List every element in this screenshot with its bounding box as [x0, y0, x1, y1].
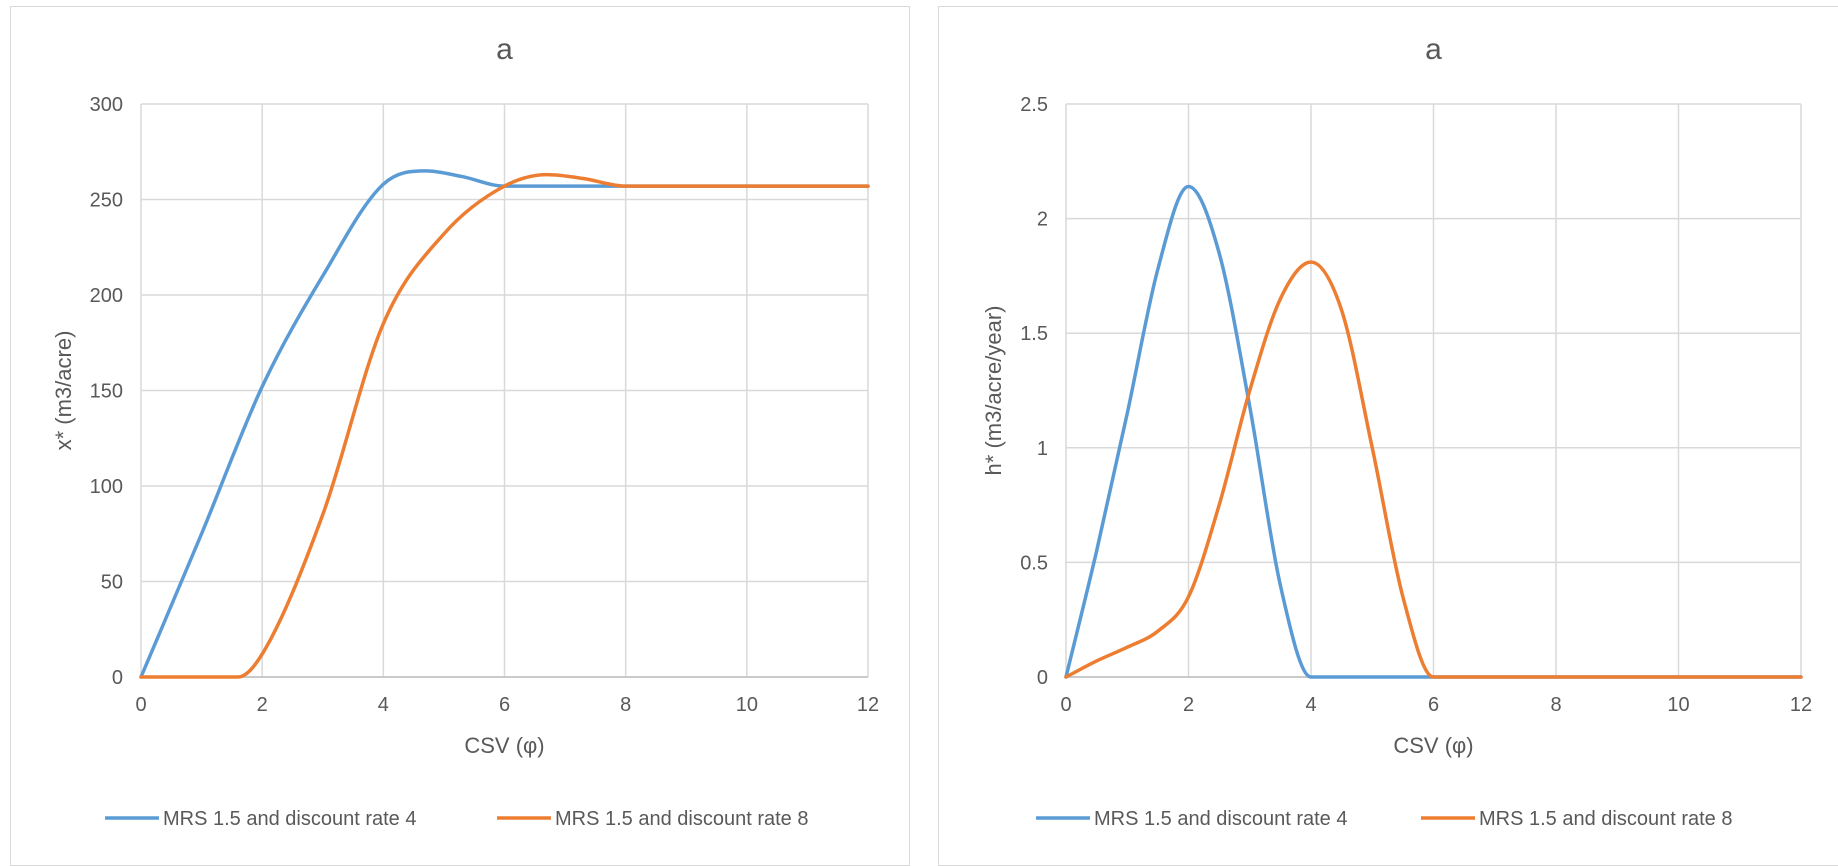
chart-title: a [1425, 33, 1442, 66]
y-tick-label: 150 [90, 381, 123, 403]
chart-left: a 0 50 100 150 200 250 300 0 2 4 6 8 10 12 CSV (φ) x* (m… [51, 33, 879, 830]
y-tick-label: 100 [90, 476, 123, 498]
x-tick-label: 6 [499, 694, 510, 716]
y-tick-label: 2 [1037, 209, 1048, 231]
y-tick-label: 0 [112, 667, 123, 689]
y-tick-label: 0 [1037, 667, 1048, 689]
y-tick-label: 0.5 [1020, 552, 1048, 574]
x-tick-label: 12 [1790, 694, 1812, 716]
x-tick-label: 10 [736, 694, 758, 716]
x-tick-label: 10 [1667, 694, 1689, 716]
y-tick-label: 250 [90, 190, 123, 212]
y-tick-label: 1 [1037, 438, 1048, 460]
chart-title: a [496, 33, 513, 66]
x-tick-label: 8 [1550, 694, 1561, 716]
x-tick-label: 0 [135, 694, 146, 716]
y-tick-label: 2.5 [1020, 94, 1048, 116]
y-tick-label: 200 [90, 285, 123, 307]
series-line-2 [139, 172, 870, 679]
x-tick-label: 2 [257, 694, 268, 716]
chart-panel-left: a 0 50 100 150 200 250 300 0 2 4 6 8 10 12 CSV (φ) x* (m… [10, 6, 910, 866]
x-tick-label: 2 [1183, 694, 1194, 716]
legend-label: MRS 1.5 and discount rate 4 [163, 808, 416, 830]
y-tick-label: 1.5 [1020, 323, 1048, 345]
chart-right: a 0 0.5 1 1.5 2 2.5 0 2 4 6 8 10 12 CSV (φ) h* (m3/acre… [981, 33, 1812, 830]
x-tick-label: 8 [620, 694, 631, 716]
y-tick-label: 50 [101, 572, 123, 594]
series-line-2 [1064, 260, 1803, 679]
x-tick-label: 12 [857, 694, 879, 716]
x-tick-label: 6 [1428, 694, 1439, 716]
legend-label: MRS 1.5 and discount rate 8 [555, 808, 808, 830]
x-axis-title: CSV (φ) [464, 733, 544, 758]
x-tick-label: 4 [1305, 694, 1316, 716]
legend-label: MRS 1.5 and discount rate 4 [1094, 808, 1347, 830]
x-tick-label: 4 [378, 694, 389, 716]
x-tick-label: 0 [1060, 694, 1071, 716]
legend-label: MRS 1.5 and discount rate 8 [1479, 808, 1732, 830]
x-axis-title: CSV (φ) [1393, 733, 1473, 758]
y-axis-title: h* (m3/acre/year) [981, 306, 1006, 476]
y-axis-title: x* (m3/acre) [51, 331, 76, 451]
y-tick-label: 300 [90, 94, 123, 116]
chart-panel-right: a 0 0.5 1 1.5 2 2.5 0 2 4 6 8 10 12 CSV (φ) h* (m3/acre… [938, 6, 1838, 866]
